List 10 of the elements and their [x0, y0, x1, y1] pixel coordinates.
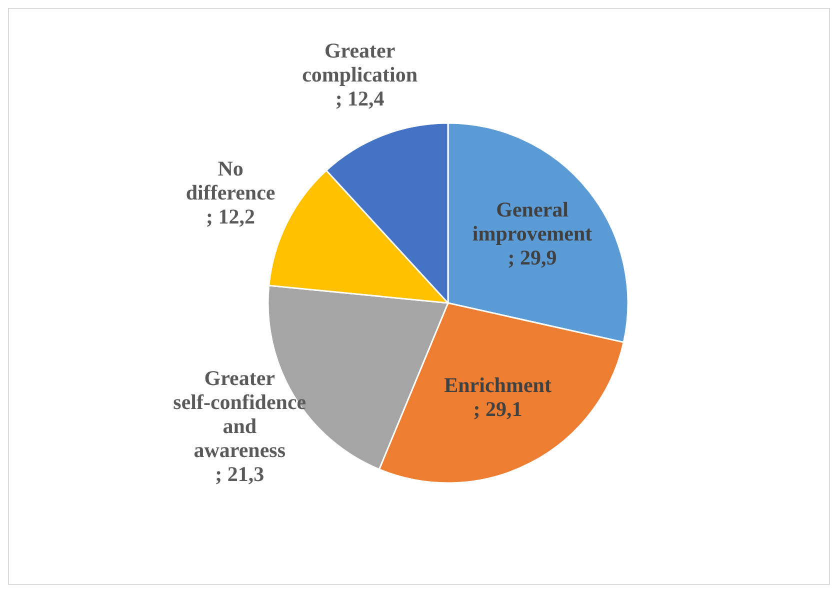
data-label: ; 12,2 — [206, 204, 256, 228]
slice-label: Greater self-confidence and awareness — [173, 366, 306, 462]
slice-label: Enrichment — [444, 372, 552, 397]
slice-label: General improvement — [472, 197, 592, 246]
data-label: ; 21,3 — [215, 462, 264, 486]
slice-label: No difference — [186, 156, 276, 204]
slice-label: Greater complication — [302, 38, 418, 86]
data-label: ; 29,1 — [473, 396, 522, 421]
data-label: ; 12,4 — [335, 86, 385, 110]
data-label: ; 29,9 — [508, 245, 557, 270]
